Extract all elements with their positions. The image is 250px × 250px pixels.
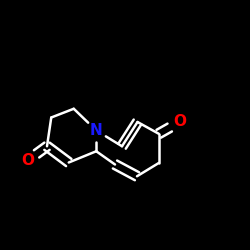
Text: O: O (21, 153, 34, 168)
Text: O: O (173, 114, 186, 130)
Text: N: N (90, 123, 103, 138)
